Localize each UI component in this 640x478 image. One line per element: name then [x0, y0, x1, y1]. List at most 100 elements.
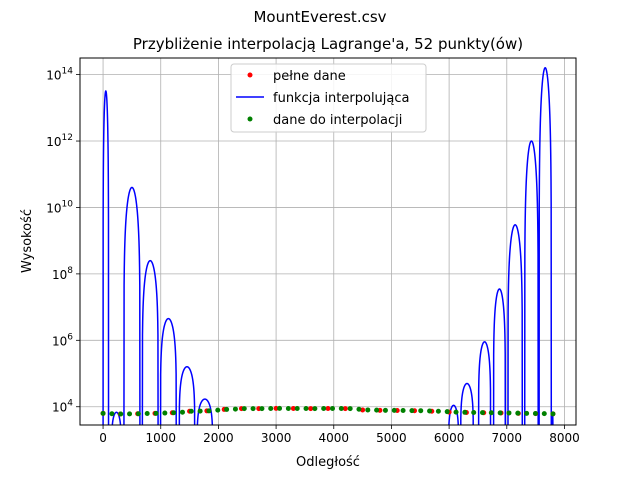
x-tick-label: 3000	[261, 431, 292, 445]
interpolation-data-point	[162, 410, 168, 416]
x-tick-label: 6000	[434, 431, 465, 445]
function-segment	[141, 259, 159, 425]
interpolation-data-point	[100, 410, 106, 416]
y-tick-base: 10	[46, 201, 61, 215]
y-axis-label: Wysokość	[20, 209, 35, 273]
function-segment	[477, 341, 492, 425]
interpolation-data-point	[330, 406, 335, 411]
interpolation-data-point	[374, 407, 380, 413]
series-interpolating-function	[102, 67, 554, 425]
x-axis-label: Odległość	[296, 455, 360, 470]
data-points	[100, 405, 556, 417]
interpolation-data-point	[303, 406, 309, 412]
interpolation-data-point	[444, 409, 450, 415]
interpolation-data-point	[453, 409, 459, 415]
interpolation-data-point	[118, 411, 124, 417]
interpolation-data-point	[188, 408, 194, 414]
x-tick-label: 7000	[492, 431, 523, 445]
x-tick-label: 4000	[318, 431, 349, 445]
full-data-point	[342, 406, 348, 412]
y-tick-label: 1010	[46, 199, 73, 215]
function-segment	[492, 288, 507, 425]
x-tick-label: 2000	[203, 431, 234, 445]
interpolation-data-point	[285, 405, 291, 411]
y-tick-exponent: 10	[62, 199, 74, 209]
interpolation-data-point	[277, 405, 283, 411]
interpolation-data-point	[206, 408, 212, 414]
interpolation-data-point	[197, 408, 203, 414]
y-tick-exponent: 14	[62, 67, 74, 77]
y-tick-base: 10	[52, 268, 67, 282]
full-data-point	[290, 406, 296, 411]
interpolation-data-point	[409, 408, 415, 414]
y-tick-exponent: 6	[67, 332, 73, 342]
interpolation-data-point	[382, 407, 388, 413]
legend: pełne dane funkcja interpolująca dane do…	[230, 63, 427, 133]
interpolation-data-point	[488, 410, 494, 416]
y-tick-exponent: 12	[62, 133, 73, 143]
y-tick-base: 10	[46, 69, 61, 83]
y-tick-exponent: 4	[67, 399, 73, 409]
function-segment	[178, 365, 196, 425]
interpolation-data-point	[427, 408, 433, 414]
function-segment	[123, 186, 141, 425]
chart-title: Przybliżenie interpolacją Lagrange'a, 52…	[133, 35, 523, 53]
legend-marker-full-data	[247, 72, 253, 78]
interpolation-data-point	[532, 411, 538, 417]
interpolation-data-point	[153, 410, 159, 416]
legend-label-interpolating-function: funkcja interpolująca	[273, 91, 409, 106]
function-segment	[196, 398, 214, 425]
interpolation-data-point	[471, 410, 477, 416]
full-data-point	[325, 406, 331, 411]
interpolation-data-point	[109, 411, 115, 417]
interpolation-data-point	[268, 406, 274, 411]
interpolation-data-point	[215, 407, 221, 413]
legend-box	[230, 63, 427, 133]
interpolation-data-point	[179, 409, 185, 415]
x-axis-ticks: 0 1000 2000 3000 4000 5000 6000 7000 8000	[99, 425, 580, 445]
function-segment	[460, 382, 474, 425]
interpolation-data-point	[524, 410, 530, 416]
full-data-point	[308, 406, 314, 412]
function-segment	[111, 411, 122, 425]
interpolation-data-point	[347, 406, 353, 412]
x-tick-label: 0	[99, 431, 107, 445]
interpolation-data-point	[241, 406, 247, 412]
function-segment	[507, 224, 524, 425]
interpolation-data-point	[224, 406, 230, 412]
figure-suptitle: MountEverest.csv	[253, 8, 386, 26]
legend-label-full-data: pełne dane	[273, 69, 346, 84]
y-tick-label: 1014	[46, 67, 73, 83]
interpolation-data-point	[250, 406, 256, 412]
y-tick-base: 10	[52, 334, 67, 348]
interpolation-data-point	[515, 410, 521, 416]
y-tick-label: 106	[52, 332, 73, 348]
interpolation-data-point	[462, 409, 468, 415]
interpolation-data-point	[506, 410, 512, 416]
function-segment	[523, 140, 539, 425]
interpolation-data-point	[312, 406, 318, 412]
x-tick-label: 8000	[549, 431, 580, 445]
interpolation-data-point	[550, 411, 556, 417]
legend-marker-interpolation-data	[247, 116, 253, 122]
interpolation-data-point	[365, 407, 371, 413]
interpolation-data-point	[435, 408, 441, 414]
full-data-point	[273, 405, 279, 411]
interpolation-data-point	[321, 406, 327, 412]
interpolation-data-point	[391, 407, 397, 413]
interpolation-data-point	[294, 406, 300, 411]
x-tick-label: 5000	[376, 431, 407, 445]
interpolation-data-point	[127, 411, 133, 417]
function-segment	[538, 67, 553, 425]
y-tick-label: 104	[52, 399, 73, 415]
function-segment	[102, 90, 110, 425]
interpolation-data-point	[541, 411, 547, 417]
interpolation-data-point	[400, 408, 406, 413]
y-tick-label: 108	[52, 266, 73, 282]
interpolation-data-point	[259, 406, 265, 412]
interpolation-data-point	[338, 406, 344, 412]
x-tick-label: 1000	[145, 431, 176, 445]
interpolation-data-point	[171, 410, 177, 416]
